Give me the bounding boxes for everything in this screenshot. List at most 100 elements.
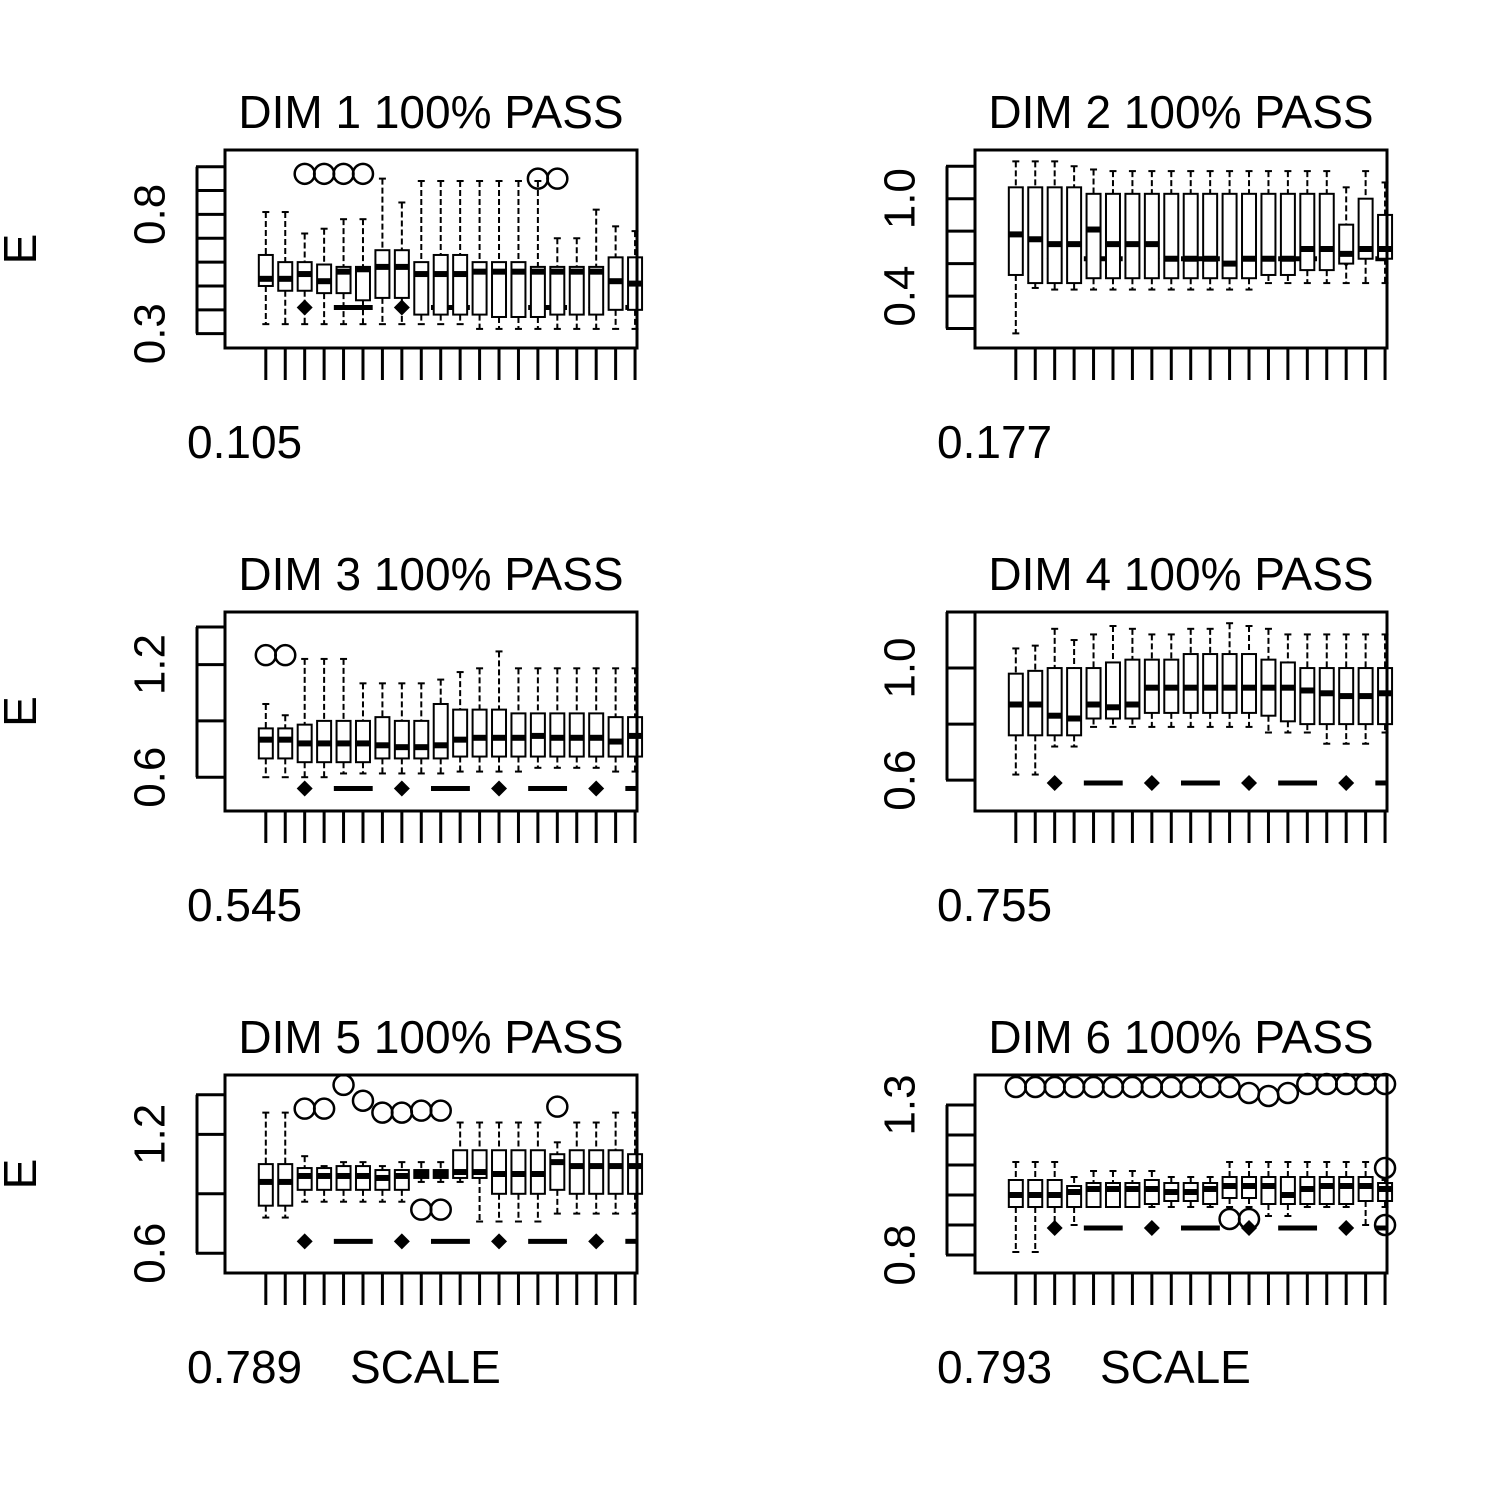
- box-19: [607, 667, 624, 773]
- box-iqr: [393, 719, 410, 760]
- box-15: [526, 167, 550, 330]
- plot-frame: [973, 1073, 1389, 1275]
- box-iqr: [1124, 192, 1141, 280]
- box-6: [351, 1089, 375, 1203]
- box-11: [1202, 627, 1219, 728]
- box-14: [510, 1121, 527, 1223]
- box-iqr: [1299, 667, 1316, 726]
- box-iqr: [452, 708, 469, 758]
- outlier-point: [1101, 1075, 1125, 1099]
- box-iqr: [1124, 658, 1141, 720]
- box-iqr: [1357, 197, 1374, 260]
- box-1: [257, 211, 274, 326]
- box-iqr: [1046, 186, 1063, 285]
- panel-4: DIM 4 100% PASS 0.755 0.6 1.0: [876, 548, 1394, 931]
- box-16: [546, 1095, 569, 1215]
- box-2: [1027, 160, 1044, 289]
- outlier-point: [1082, 1075, 1105, 1099]
- x-axis-scale-label: SCALE: [1100, 1341, 1251, 1393]
- outlier-point: [1140, 1075, 1164, 1099]
- box-iqr: [1338, 1176, 1355, 1205]
- box-16: [549, 667, 566, 769]
- box-iqr: [257, 727, 274, 760]
- box-9: [1160, 1075, 1183, 1208]
- box-11: [452, 671, 469, 773]
- box-19: [1357, 633, 1374, 745]
- box-17: [1315, 1072, 1339, 1208]
- outlier-point: [1218, 1207, 1241, 1231]
- box-iqr: [1046, 667, 1063, 737]
- outlier-point: [1023, 1075, 1047, 1099]
- box-iqr: [1241, 653, 1258, 714]
- box-10: [1182, 170, 1199, 291]
- panel-title: DIM 6 100% PASS: [988, 1011, 1373, 1063]
- box-13: [491, 650, 508, 773]
- box-8: [1143, 170, 1160, 291]
- box-iqr: [1143, 192, 1160, 280]
- outlier-point: [371, 1101, 394, 1124]
- box-iqr: [1260, 1176, 1277, 1205]
- y-tick-label: 1.0: [876, 168, 925, 229]
- y-tick-label: 1.3: [876, 1074, 925, 1135]
- outlier-point: [1218, 1075, 1241, 1099]
- box-1: [1007, 160, 1024, 335]
- outlier-point: [351, 1089, 375, 1112]
- box-3: [296, 657, 313, 779]
- box-15: [529, 1121, 546, 1223]
- y-tick-label: 0.6: [876, 750, 925, 811]
- panel-title: DIM 2 100% PASS: [988, 86, 1373, 138]
- box-14: [1260, 170, 1277, 285]
- box-10: [432, 678, 449, 775]
- box-15: [529, 667, 546, 769]
- outlier-point: [1160, 1075, 1183, 1099]
- reference-diamond: [1241, 774, 1258, 791]
- reference-diamond: [1046, 1220, 1063, 1236]
- box-6: [1104, 170, 1121, 291]
- box-12: [1221, 622, 1238, 728]
- box-iqr: [1318, 192, 1335, 272]
- plot-frame: [973, 610, 1389, 813]
- box-iqr: [588, 265, 605, 316]
- box-12: [471, 180, 488, 330]
- box-11: [1198, 1075, 1222, 1208]
- y-tick-label: 0.6: [126, 1223, 175, 1284]
- box-19: [1357, 170, 1374, 285]
- box-9: [413, 180, 430, 326]
- box-iqr: [471, 708, 488, 758]
- box-10: [1182, 627, 1199, 728]
- box-5: [332, 1073, 355, 1203]
- y-axis-label: E: [0, 696, 46, 727]
- box-4: [312, 1097, 336, 1203]
- box-iqr: [413, 719, 430, 760]
- outlier-point: [293, 1097, 316, 1120]
- panel-3: DIM 3 100% PASS E 0.545 0.6 1.2: [0, 548, 644, 931]
- reference-diamond: [1143, 1220, 1160, 1236]
- box-15: [1279, 633, 1296, 734]
- box-10: [1179, 1075, 1202, 1208]
- outlier-point: [429, 1198, 452, 1221]
- outlier-point: [546, 167, 569, 190]
- box-1: [257, 1111, 274, 1219]
- box-iqr: [452, 253, 469, 316]
- box-iqr: [277, 727, 294, 760]
- box-iqr: [1260, 192, 1277, 276]
- box-iqr: [1085, 667, 1102, 720]
- plot-frame: [223, 148, 639, 350]
- outlier-point: [273, 643, 297, 667]
- reference-diamond: [1338, 774, 1355, 791]
- reference-diamond: [296, 299, 313, 316]
- box-iqr: [1279, 1176, 1296, 1205]
- box-iqr: [1202, 192, 1219, 280]
- panel-title: DIM 4 100% PASS: [988, 548, 1373, 600]
- box-16: [546, 167, 569, 330]
- box-3: [293, 1097, 316, 1203]
- box-7: [1124, 627, 1141, 728]
- box-4: [316, 657, 333, 779]
- box-1: [1004, 1075, 1028, 1253]
- box-iqr: [491, 261, 508, 318]
- box-11: [1202, 170, 1219, 291]
- outlier-point: [312, 162, 336, 186]
- box-iqr: [1377, 213, 1394, 260]
- box-20: [1377, 181, 1394, 285]
- box-14: [510, 180, 527, 330]
